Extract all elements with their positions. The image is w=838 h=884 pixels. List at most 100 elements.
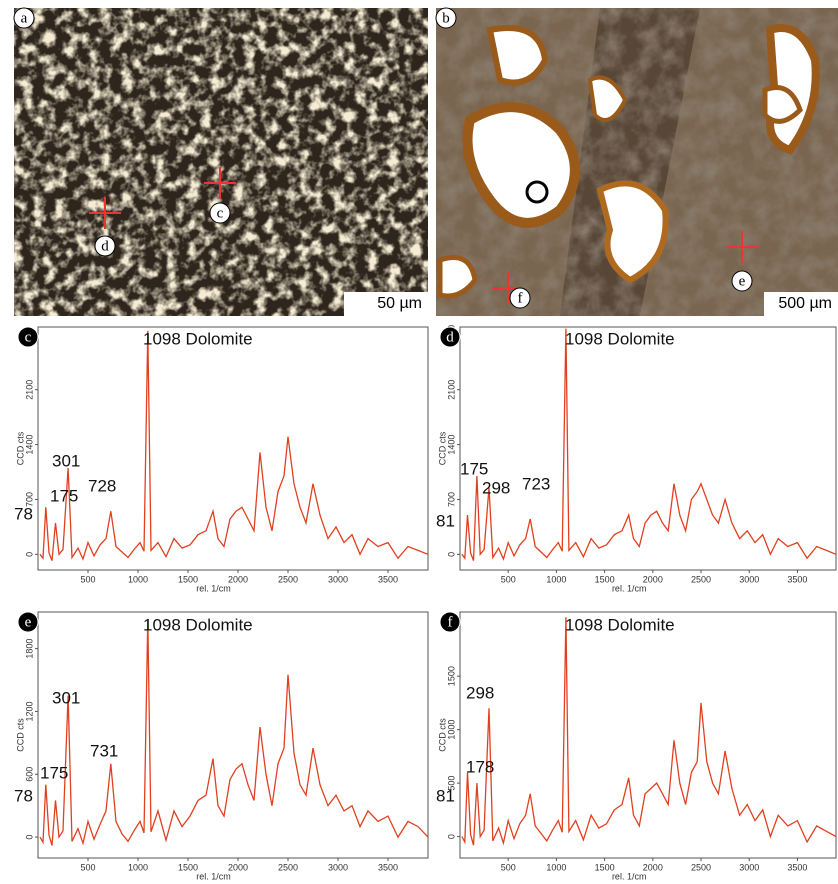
x-tick-label: 2500	[691, 574, 711, 584]
annotation: 1098 Dolomite	[143, 329, 253, 348]
x-tick-label: 1500	[595, 574, 615, 584]
y-axis-label: CCD cts	[437, 718, 447, 752]
y-axis-label: CCD cts	[437, 431, 447, 465]
annotation: 175	[460, 459, 488, 478]
y-tick-label: 1400	[24, 435, 34, 455]
x-tick-label: 2000	[228, 862, 248, 872]
panel-label-circle	[439, 326, 461, 348]
y-tick-label: 500	[446, 776, 456, 791]
annotation: 81	[436, 786, 455, 805]
x-tick-label: 3500	[378, 862, 398, 872]
y-tick-label: 700	[446, 492, 456, 507]
y-tick-label: 600	[24, 767, 34, 782]
annotation: 731	[90, 741, 118, 760]
x-tick-label: 2000	[228, 574, 248, 584]
panel-label: e	[739, 273, 746, 289]
y-tick-label: 0	[446, 552, 456, 557]
y-tick-label: 1200	[24, 701, 34, 721]
x-tick-label: 2500	[278, 862, 298, 872]
y-axis-label: CCD cts	[15, 718, 25, 752]
x-axis-label: rel. 1/cm	[612, 871, 647, 881]
x-tick-label: 500	[80, 862, 95, 872]
plot-frame	[459, 611, 837, 859]
y-tick-label: 700	[24, 492, 34, 507]
annotation: 1098 Dolomite	[143, 615, 253, 634]
panel-label: b	[442, 10, 450, 26]
y-axis-label: CCD cts	[15, 431, 25, 465]
plot-frame	[459, 326, 837, 571]
y-tick-label: 1400	[446, 435, 456, 455]
x-tick-label: 1000	[546, 862, 566, 872]
panel-label: c	[217, 205, 224, 221]
panel-label: f	[518, 290, 523, 306]
y-tick-label: 1500	[446, 666, 456, 686]
annotation: 175	[40, 763, 68, 782]
scale-bar: 50 µm	[377, 295, 422, 312]
spectrum-line	[461, 328, 837, 561]
spectrum-line	[39, 619, 429, 846]
x-tick-label: 3000	[328, 862, 348, 872]
y-tick-label: 0	[24, 552, 34, 557]
y-tick-label: 0	[24, 835, 34, 840]
x-tick-label: 500	[501, 862, 516, 872]
panel-label: f	[448, 614, 453, 630]
x-tick-label: 3000	[739, 862, 759, 872]
annotation: 728	[88, 476, 116, 495]
scale-bar-box	[344, 292, 428, 316]
x-tick-label: 3500	[787, 574, 807, 584]
x-tick-label: 2000	[643, 574, 663, 584]
panel-label-circle	[509, 287, 531, 309]
annotation: 1098 Dolomite	[565, 329, 675, 348]
panel-label: d	[446, 329, 454, 345]
y-tick-label: 1000	[446, 720, 456, 740]
x-tick-label: 2000	[643, 862, 663, 872]
x-tick-label: 1500	[178, 862, 198, 872]
annotation: 298	[482, 478, 510, 497]
x-tick-label: 3000	[328, 574, 348, 584]
scale-bar-box	[764, 292, 838, 316]
micrograph-a	[14, 8, 428, 316]
x-tick-label: 1500	[178, 574, 198, 584]
panel-label-circle	[94, 235, 116, 257]
plot-frame	[37, 326, 429, 571]
panel-label-circle	[13, 7, 35, 29]
x-tick-label: 2500	[691, 862, 711, 872]
x-tick-label: 3500	[787, 862, 807, 872]
spectrum-line	[461, 617, 837, 846]
x-tick-label: 1000	[128, 862, 148, 872]
panel-label: e	[25, 614, 32, 630]
x-tick-label: 1000	[128, 574, 148, 584]
panel-label-circle	[209, 202, 231, 224]
x-tick-label: 2500	[278, 574, 298, 584]
x-tick-label: 3000	[739, 574, 759, 584]
panel-label-circle	[17, 611, 39, 633]
spectrum-line	[39, 330, 429, 561]
annotation: 298	[466, 683, 494, 702]
x-tick-label: 500	[80, 574, 95, 584]
micrograph-b	[436, 8, 838, 316]
panel-label: d	[101, 238, 109, 254]
panel-label-circle	[439, 611, 461, 633]
scale-bar: 500 µm	[778, 295, 832, 312]
x-tick-label: 1500	[595, 862, 615, 872]
x-axis-label: rel. 1/cm	[196, 871, 231, 881]
y-tick-label: 0	[446, 834, 456, 839]
annotation: 301	[52, 451, 80, 470]
annotation: 81	[436, 511, 455, 530]
plot-frame	[37, 611, 429, 859]
annotation: 1098 Dolomite	[565, 615, 675, 634]
x-axis-label: rel. 1/cm	[612, 583, 647, 593]
x-axis-label: rel. 1/cm	[196, 583, 231, 593]
panel-label-circle	[731, 270, 753, 292]
annotation: 723	[522, 474, 550, 493]
annotation: 78	[14, 504, 33, 523]
panel-label-circle	[17, 326, 39, 348]
panel-label-circle	[435, 7, 457, 29]
annotation: 175	[50, 486, 78, 505]
y-tick-label: 2100	[446, 380, 456, 400]
annotation: 178	[466, 757, 494, 776]
x-tick-label: 500	[501, 574, 516, 584]
y-tick-label: 1800	[24, 639, 34, 659]
y-tick-label: 2100	[24, 380, 34, 400]
